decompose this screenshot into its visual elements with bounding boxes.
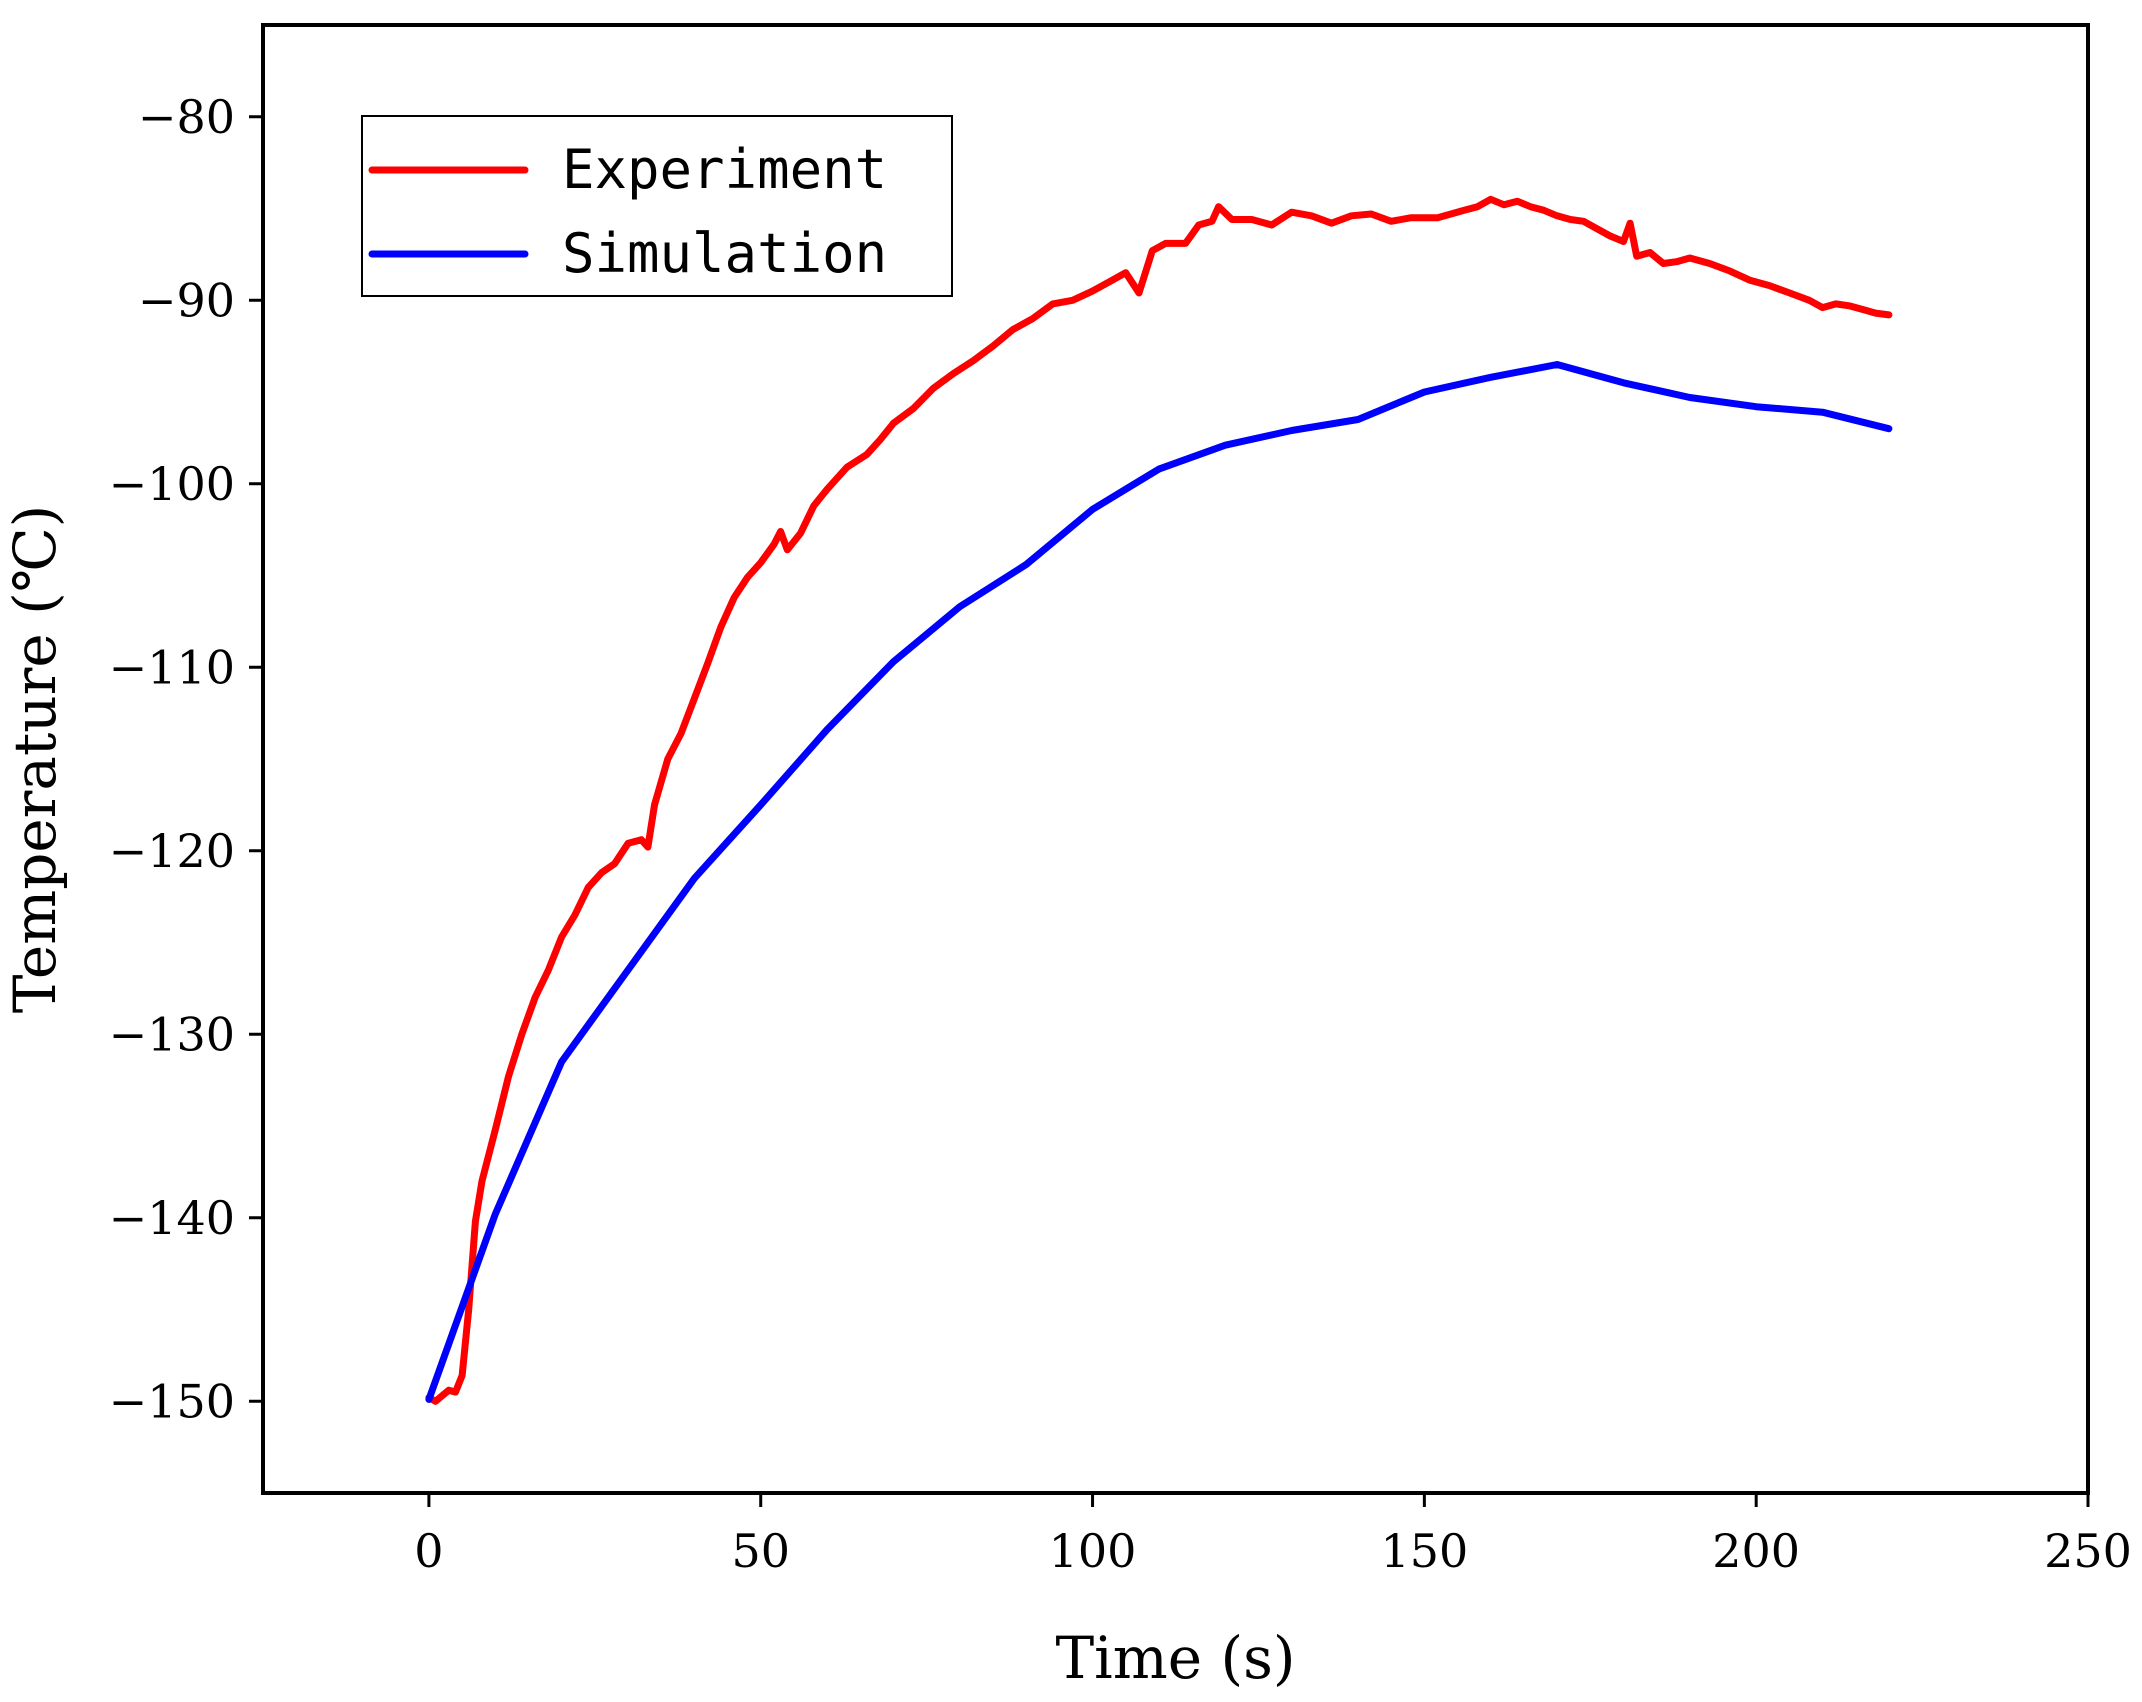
x-axis-title: Time (s) [1055,1624,1295,1692]
y-tick-label: −100 [109,457,235,511]
x-tick-label: 150 [1380,1524,1468,1578]
x-tick-label: 250 [2044,1524,2132,1578]
y-tick-label: −130 [109,1007,235,1061]
x-tick-label: 0 [414,1524,443,1578]
y-axis-title: Temperature (℃) [1,505,69,1014]
plot-area-frame [261,23,2090,1495]
x-tick-label: 200 [1712,1524,1800,1578]
x-tick-label: 50 [731,1524,790,1578]
y-tick-label: −90 [138,273,235,327]
y-tick-label: −80 [138,90,235,144]
y-tick-label: −150 [109,1374,235,1428]
y-tick-label: −140 [109,1191,235,1245]
legend: Experiment Simulation [361,115,953,297]
series-line-simulation [425,361,1893,1403]
x-tick-label: 100 [1049,1524,1137,1578]
legend-label-experiment: Experiment [562,138,887,201]
legend-label-simulation: Simulation [562,222,887,285]
legend-box [361,115,953,297]
y-tick-label: −110 [109,640,235,694]
series-line-experiment [425,195,1893,1405]
y-tick-label: −120 [109,824,235,878]
